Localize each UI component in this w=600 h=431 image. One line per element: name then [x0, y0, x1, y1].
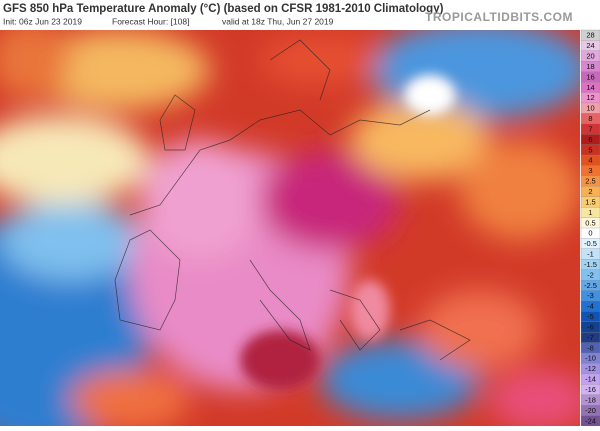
colorbar-label: -16	[585, 385, 596, 394]
colorbar-label: 7	[588, 124, 592, 133]
colorbar-label: 3	[588, 166, 592, 175]
colorbar-label: 12	[586, 93, 594, 102]
colorbar-label: -20	[585, 406, 596, 415]
colorbar-label: 1	[588, 208, 592, 217]
colorbar-label: 2	[588, 187, 592, 196]
colorbar-label: -2.5	[584, 281, 597, 290]
colorbar-label: -12	[585, 364, 596, 373]
colorbar-label: -4	[587, 302, 594, 311]
init-time: Init: 06z Jun 23 2019	[3, 16, 82, 26]
colorbar-label: 6	[588, 135, 592, 144]
colorbar-label: -10	[585, 354, 596, 363]
colorbar-label: 0.5	[585, 218, 595, 227]
colorbar-label: 2.5	[585, 177, 595, 186]
colorbar-label: 4	[588, 156, 592, 165]
watermark: TROPICALTIDBITS.COM	[425, 10, 573, 24]
colorbar-label: 14	[586, 83, 594, 92]
colorbar-label: -1	[587, 250, 594, 259]
colorbar-label: -2	[587, 270, 594, 279]
colorbar-label: 24	[586, 41, 594, 50]
colorbar-label: 18	[586, 62, 594, 71]
colorbar-label: -24	[585, 416, 596, 425]
colorbar-label: 20	[586, 52, 594, 61]
map-title: GFS 850 hPa Temperature Anomaly (°C) (ba…	[3, 3, 444, 15]
colorbar-label: -18	[585, 395, 596, 404]
colorbar-label: 0	[588, 229, 592, 238]
forecast-hour: Forecast Hour: [108]	[112, 16, 189, 26]
colorbar-label: -6	[587, 322, 594, 331]
colorbar-label: 8	[588, 114, 592, 123]
colorbar-label: 28	[586, 31, 594, 40]
colorbar-label: -14	[585, 375, 596, 384]
colorbar-label: -3	[587, 291, 594, 300]
coastlines	[114, 39, 471, 361]
colorbar-label: 16	[586, 72, 594, 81]
colorbar-label: -7	[587, 333, 594, 342]
valid-time: valid at 18z Thu, Jun 27 2019	[222, 16, 334, 26]
anomaly-field	[0, 30, 580, 426]
colorbar-label: -5	[587, 312, 594, 321]
colorbar-label: 10	[586, 104, 594, 113]
colorbar-label: 5	[588, 145, 592, 154]
colorbar-label: -1.5	[584, 260, 597, 269]
colorbar-label: 1.5	[585, 197, 595, 206]
colorbar-label: -0.5	[584, 239, 597, 248]
colorbar-label: -8	[587, 343, 594, 352]
